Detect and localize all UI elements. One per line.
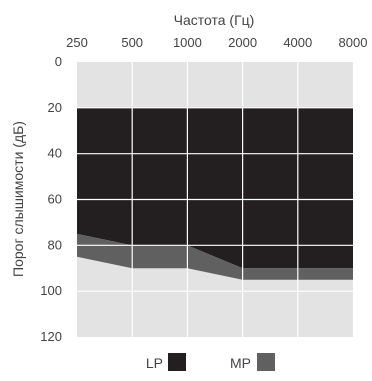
y-tick-label: 120 (40, 329, 62, 344)
y-tick-label: 60 (48, 192, 62, 207)
y-axis-label: Порог слышимости (дБ) (10, 121, 26, 277)
axis-ticks: 250 500 1000 2000 4000 8000 0 20 40 60 80 100 120 (40, 35, 367, 344)
x-tick-label: 250 (66, 35, 88, 50)
y-tick-label: 20 (48, 100, 62, 115)
legend-label-mp: MP (230, 355, 251, 371)
y-tick-label: 0 (55, 54, 62, 69)
x-tick-label: 8000 (339, 35, 368, 50)
series-band-lp (77, 107, 353, 269)
legend-swatch-lp (168, 353, 186, 371)
x-axis-label: Частота (Гц) (174, 12, 255, 28)
legend: LP MP (146, 353, 275, 371)
x-tick-label: 1000 (173, 35, 202, 50)
x-tick-label: 4000 (283, 35, 312, 50)
x-tick-label: 2000 (228, 35, 257, 50)
y-tick-label: 80 (48, 237, 62, 252)
legend-label-lp: LP (146, 355, 163, 371)
y-tick-label: 100 (40, 283, 62, 298)
x-tick-label: 500 (121, 35, 143, 50)
legend-swatch-mp (257, 353, 275, 371)
y-tick-label: 40 (48, 146, 62, 161)
plot-area (77, 62, 353, 337)
